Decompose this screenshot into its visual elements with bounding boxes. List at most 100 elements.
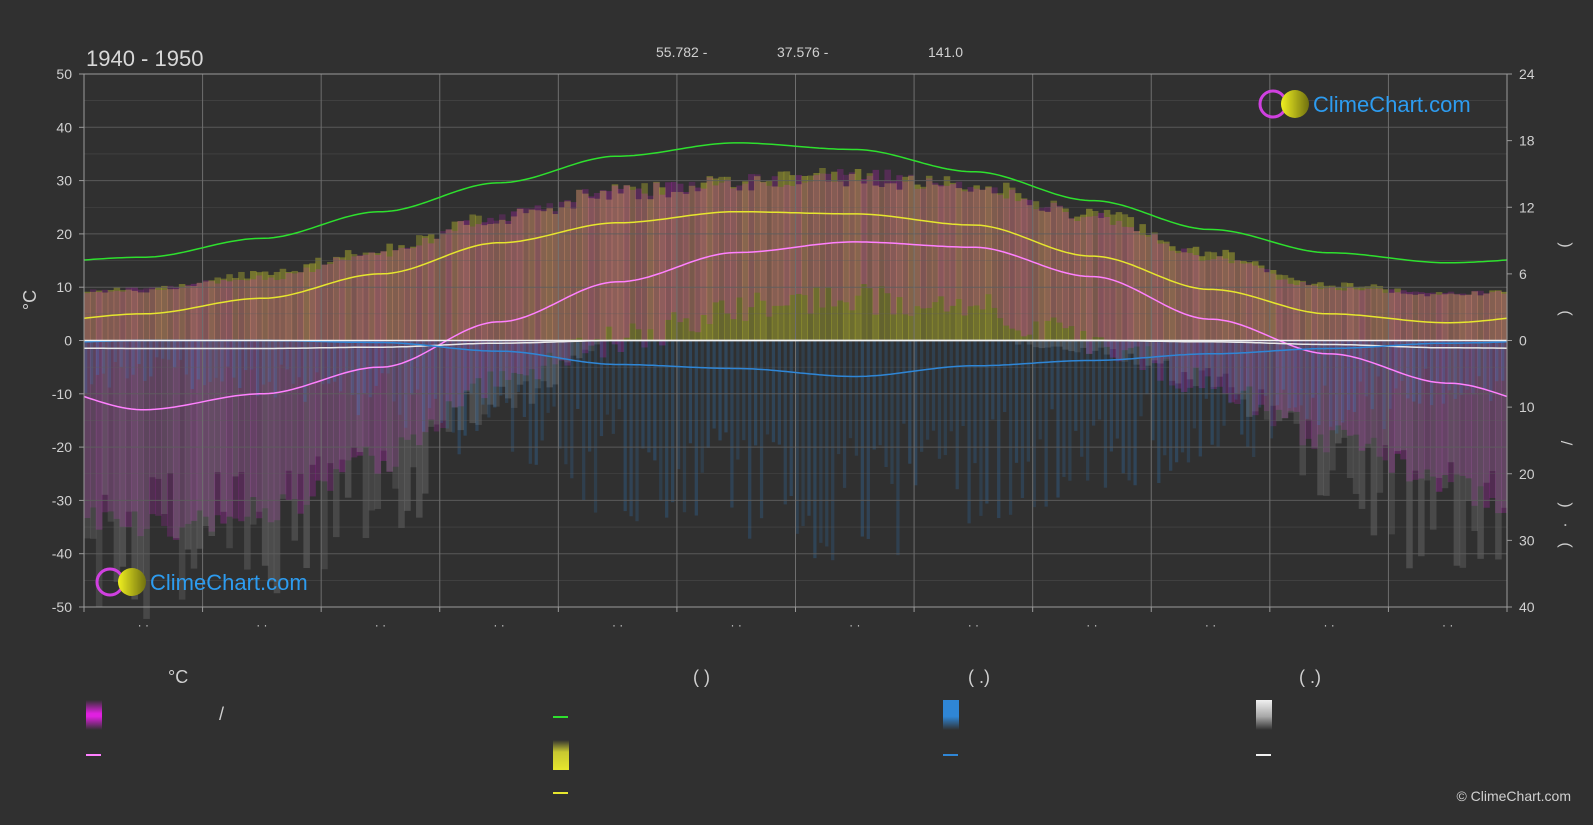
snow-bar bbox=[214, 340, 221, 473]
brand-logo-top[interactable]: ClimeChart.com bbox=[1258, 89, 1471, 119]
temp-range-bar bbox=[623, 185, 631, 338]
snow-bar bbox=[1489, 340, 1496, 472]
snow-bar bbox=[1400, 340, 1407, 451]
sunshine-bar bbox=[748, 190, 755, 341]
sunshine-bar bbox=[190, 286, 198, 341]
snow-bar bbox=[499, 340, 506, 387]
sunshine-bar bbox=[279, 268, 287, 341]
sunshine-bar bbox=[1346, 283, 1354, 341]
temp-range-bar bbox=[433, 238, 441, 432]
legend-header-snow: ( .) bbox=[1299, 667, 1321, 687]
snow-bar bbox=[558, 340, 565, 360]
snow-bar bbox=[1014, 340, 1022, 345]
snow-bar bbox=[255, 340, 263, 512]
temp-range-bar bbox=[333, 257, 340, 470]
precip-bar bbox=[1086, 340, 1090, 481]
precip-bar bbox=[1103, 340, 1108, 488]
precip-bar bbox=[196, 340, 200, 380]
series-line-precip_mean bbox=[83, 339, 1508, 378]
snow-bar bbox=[1495, 340, 1502, 560]
temp-range-bar bbox=[1008, 189, 1016, 329]
precip-bar bbox=[540, 340, 544, 441]
temp-range-bar bbox=[748, 174, 755, 308]
temp-range-bar bbox=[1281, 279, 1289, 419]
sunshine-bar bbox=[1068, 218, 1075, 341]
sunshine-bar bbox=[421, 236, 429, 341]
precip-bar bbox=[1483, 340, 1487, 390]
precip-bar bbox=[605, 340, 610, 415]
precip-bar bbox=[279, 340, 283, 365]
snow-bar bbox=[1044, 340, 1052, 348]
sunshine-bar bbox=[1317, 282, 1324, 341]
temp-range-bar bbox=[736, 185, 743, 298]
temp-range-bar bbox=[155, 289, 162, 516]
precip-bar bbox=[587, 340, 592, 452]
precip-bar bbox=[1020, 340, 1025, 499]
temp-range-bar bbox=[487, 217, 494, 372]
snow-bar bbox=[232, 340, 239, 477]
temp-range-bar bbox=[244, 280, 251, 517]
snow-bar bbox=[1263, 340, 1271, 420]
precip-bar bbox=[1115, 340, 1119, 439]
sunshine-bar bbox=[220, 278, 227, 341]
precip-bar bbox=[670, 340, 675, 503]
temp-range-bar bbox=[1038, 207, 1046, 341]
right-axis-top-glyph: ) bbox=[1557, 242, 1574, 247]
precip-bar bbox=[232, 340, 236, 378]
logo-sun-icon bbox=[118, 568, 146, 596]
sunshine-bar bbox=[1489, 290, 1496, 341]
precip-bar bbox=[463, 340, 467, 436]
sunshine-bar bbox=[665, 197, 672, 341]
temp-range-bar bbox=[759, 182, 767, 301]
x-tick-label: · · bbox=[968, 618, 979, 632]
precip-bar bbox=[297, 340, 301, 378]
temp-range-bar bbox=[1275, 279, 1283, 410]
sunshine-bar bbox=[635, 199, 642, 341]
sunshine-bar bbox=[647, 199, 654, 341]
snow-bar bbox=[1115, 340, 1123, 360]
x-tick-label: · · bbox=[1086, 618, 1097, 632]
sunshine-bar bbox=[1169, 246, 1176, 341]
precip-bar bbox=[131, 340, 135, 375]
sunshine-bar bbox=[914, 184, 921, 341]
temp-range-bar bbox=[386, 256, 393, 472]
snow-bar bbox=[267, 340, 275, 582]
temp-range-bar bbox=[1080, 217, 1087, 331]
snow-bar bbox=[1501, 340, 1508, 508]
temp-range-bar bbox=[1329, 287, 1336, 431]
precip-bar bbox=[1364, 340, 1368, 397]
copyright[interactable]: © ClimeChart.com bbox=[1456, 788, 1571, 804]
temp-range-bar bbox=[95, 292, 103, 530]
temp-range-bar bbox=[617, 188, 625, 352]
temp-range-bar bbox=[1020, 199, 1028, 337]
sunshine-bar bbox=[1459, 295, 1467, 341]
snow-bar bbox=[1163, 340, 1170, 361]
temp-range-bar bbox=[1400, 290, 1407, 460]
temp-range-bar bbox=[955, 181, 963, 300]
temp-range-bar bbox=[718, 182, 725, 301]
temp-range-bar bbox=[255, 275, 263, 519]
sunshine-bar bbox=[196, 282, 204, 341]
left-axis-unit: °C bbox=[20, 290, 40, 310]
snow-bar bbox=[528, 340, 536, 404]
right-bottom-tick-label: 20 bbox=[1519, 466, 1535, 482]
sunshine-bar bbox=[973, 185, 980, 341]
precip-bar bbox=[285, 340, 289, 370]
sunshine-bar bbox=[682, 193, 690, 341]
snow-bar bbox=[309, 340, 316, 465]
sunshine-bar bbox=[1364, 286, 1372, 341]
snow-bar bbox=[1151, 340, 1158, 361]
precip-bar bbox=[718, 340, 722, 441]
sunshine-bar bbox=[985, 186, 992, 341]
sunshine-bar bbox=[801, 175, 808, 341]
brand-logo-bottom[interactable]: ClimeChart.com bbox=[95, 567, 308, 597]
sunshine-bar bbox=[1145, 235, 1152, 341]
x-tick-label: · · bbox=[493, 618, 504, 632]
precip-bar bbox=[457, 340, 461, 455]
precip-bar bbox=[1056, 340, 1060, 498]
sunshine-bar bbox=[1329, 285, 1336, 341]
temp-range-bar bbox=[534, 205, 542, 380]
snow-bar bbox=[244, 340, 251, 570]
precip-bar bbox=[801, 340, 805, 527]
snow-bar bbox=[1074, 340, 1081, 353]
